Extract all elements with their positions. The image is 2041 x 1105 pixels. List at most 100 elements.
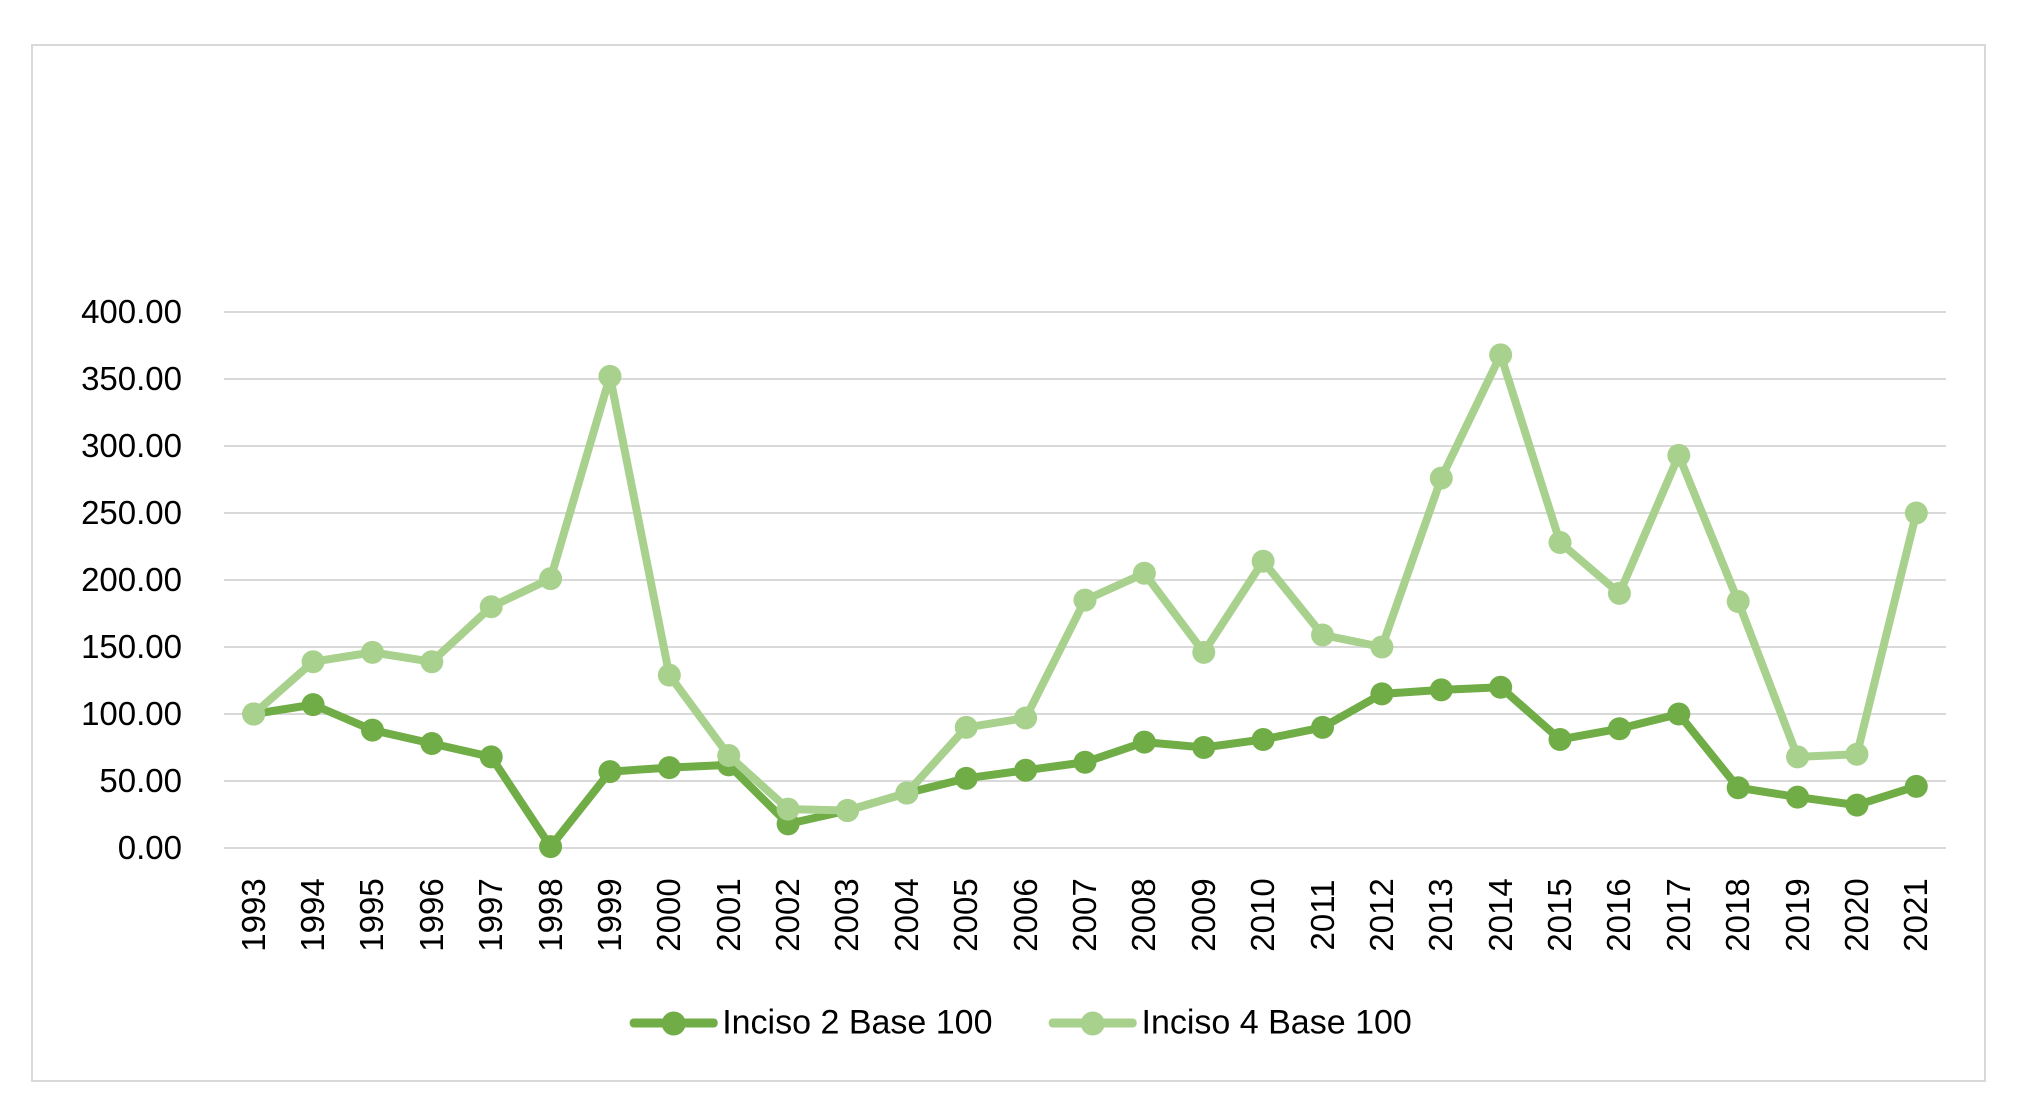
x-axis-tick-label: 2011 — [1303, 879, 1341, 951]
legend-item-inciso-4: Inciso 4 Base 100 — [1048, 1003, 1412, 1043]
data-point-marker — [1726, 776, 1750, 800]
x-axis-tick-label: 2002 — [769, 878, 807, 952]
data-point-marker — [1489, 343, 1513, 367]
x-axis-tick-label: 2017 — [1659, 878, 1697, 952]
legend-label-inciso-2: Inciso 2 Base 100 — [722, 1003, 993, 1042]
data-point-marker — [598, 364, 622, 388]
data-point-marker — [1667, 443, 1691, 467]
data-point-marker — [1192, 736, 1216, 759]
x-axis-tick-label: 2009 — [1184, 878, 1222, 952]
chart-border — [31, 44, 1986, 1082]
data-point-marker — [1548, 530, 1572, 554]
legend-marker-inciso-4-icon — [1048, 1011, 1137, 1035]
y-axis-tick-label: 50.00 — [99, 762, 182, 799]
x-axis-tick-label: 1999 — [590, 878, 628, 952]
x-axis-tick-label: 2006 — [1006, 878, 1044, 952]
data-point-marker — [1845, 742, 1869, 766]
x-axis-tick-label: 2016 — [1600, 878, 1638, 952]
y-axis-tick-label: 150.00 — [81, 628, 182, 665]
legend-label-inciso-4: Inciso 4 Base 100 — [1141, 1003, 1412, 1042]
data-point-marker — [479, 745, 503, 769]
data-point-marker — [1251, 549, 1275, 573]
x-axis-tick-label: 2018 — [1719, 878, 1757, 952]
x-axis-tick-label: 2000 — [650, 878, 688, 952]
data-point-marker — [1132, 730, 1156, 754]
x-axis-tick-label: 2008 — [1125, 878, 1163, 952]
data-point-marker — [539, 567, 563, 591]
x-axis-tick-label: 2014 — [1481, 878, 1519, 952]
y-axis-tick-label: 350.00 — [81, 360, 182, 397]
data-point-marker — [1429, 678, 1453, 702]
data-point-marker — [598, 760, 622, 784]
x-axis-tick-label: 2005 — [947, 878, 985, 952]
data-point-marker — [1073, 750, 1097, 774]
x-axis-tick-label: 2013 — [1422, 878, 1460, 952]
x-axis-tick-label: 2020 — [1837, 878, 1875, 952]
x-axis-tick-label: 2010 — [1244, 878, 1282, 952]
x-axis-tick-label: 2012 — [1362, 878, 1400, 952]
y-axis-tick-label: 0.00 — [117, 829, 182, 866]
data-point-marker — [776, 797, 800, 821]
data-point-marker — [1311, 623, 1335, 647]
x-axis-tick-label: 2007 — [1066, 878, 1103, 952]
data-point-marker — [1370, 682, 1394, 706]
x-axis-tick-label: 2021 — [1897, 878, 1935, 952]
data-point-marker — [1489, 675, 1513, 699]
x-axis-tick-label: 1997 — [472, 878, 510, 952]
x-axis-tick-label: 1995 — [353, 878, 391, 952]
legend: Inciso 2 Base 100 Inciso 4 Base 100 — [629, 1004, 1412, 1043]
data-point-marker — [1726, 589, 1750, 613]
data-point-marker — [1607, 581, 1631, 605]
y-axis-tick-label: 400.00 — [81, 293, 182, 330]
data-point-marker — [954, 715, 978, 739]
x-axis-tick-label: 2019 — [1778, 878, 1816, 952]
x-axis-tick-label: 1996 — [412, 878, 450, 952]
data-point-marker — [301, 650, 325, 674]
x-axis-tick-label: 2015 — [1541, 878, 1579, 952]
data-point-marker — [1014, 706, 1038, 730]
data-point-marker — [954, 766, 978, 790]
data-point-marker — [1904, 501, 1928, 525]
data-point-marker — [1014, 758, 1038, 782]
data-point-marker — [1251, 727, 1275, 751]
data-point-marker — [1132, 561, 1156, 585]
x-axis-tick-label: 1998 — [531, 878, 569, 952]
data-point-marker — [420, 650, 444, 674]
x-axis-tick-label: 2001 — [709, 878, 747, 952]
data-point-marker — [657, 756, 681, 780]
data-point-marker — [1845, 793, 1869, 817]
x-axis-tick-label: 2004 — [887, 878, 925, 952]
data-point-marker — [1073, 588, 1097, 612]
data-point-marker — [360, 640, 384, 664]
data-point-marker — [1786, 785, 1810, 809]
data-point-marker — [1786, 745, 1810, 769]
data-point-marker — [1904, 774, 1928, 798]
data-point-marker — [1370, 635, 1394, 659]
y-axis-tick-label: 100.00 — [81, 695, 182, 732]
legend-item-inciso-2: Inciso 2 Base 100 — [629, 1003, 993, 1043]
x-axis-tick-label: 1993 — [234, 878, 272, 952]
data-point-marker — [657, 663, 681, 687]
data-point-marker — [1548, 727, 1572, 751]
data-point-marker — [539, 835, 563, 859]
data-point-marker — [895, 781, 919, 805]
data-point-marker — [1192, 640, 1216, 664]
x-axis-tick-label: 1994 — [294, 878, 332, 952]
data-point-marker — [479, 595, 503, 619]
data-point-marker — [360, 718, 384, 742]
data-point-marker — [420, 731, 444, 755]
legend-marker-inciso-2-icon — [629, 1011, 718, 1035]
data-point-marker — [1429, 466, 1453, 490]
data-point-marker — [1311, 715, 1335, 739]
data-point-marker — [242, 702, 266, 726]
data-point-marker — [835, 798, 859, 822]
data-point-marker — [717, 744, 741, 768]
y-axis-tick-label: 200.00 — [81, 561, 182, 598]
data-point-marker — [1607, 717, 1631, 741]
y-axis-tick-label: 250.00 — [81, 494, 182, 531]
data-point-marker — [301, 693, 325, 717]
y-axis-labels: 0.00 50.00 100.00 150.00 200.00 250.00 300.00 3… — [0, 0, 182, 1105]
